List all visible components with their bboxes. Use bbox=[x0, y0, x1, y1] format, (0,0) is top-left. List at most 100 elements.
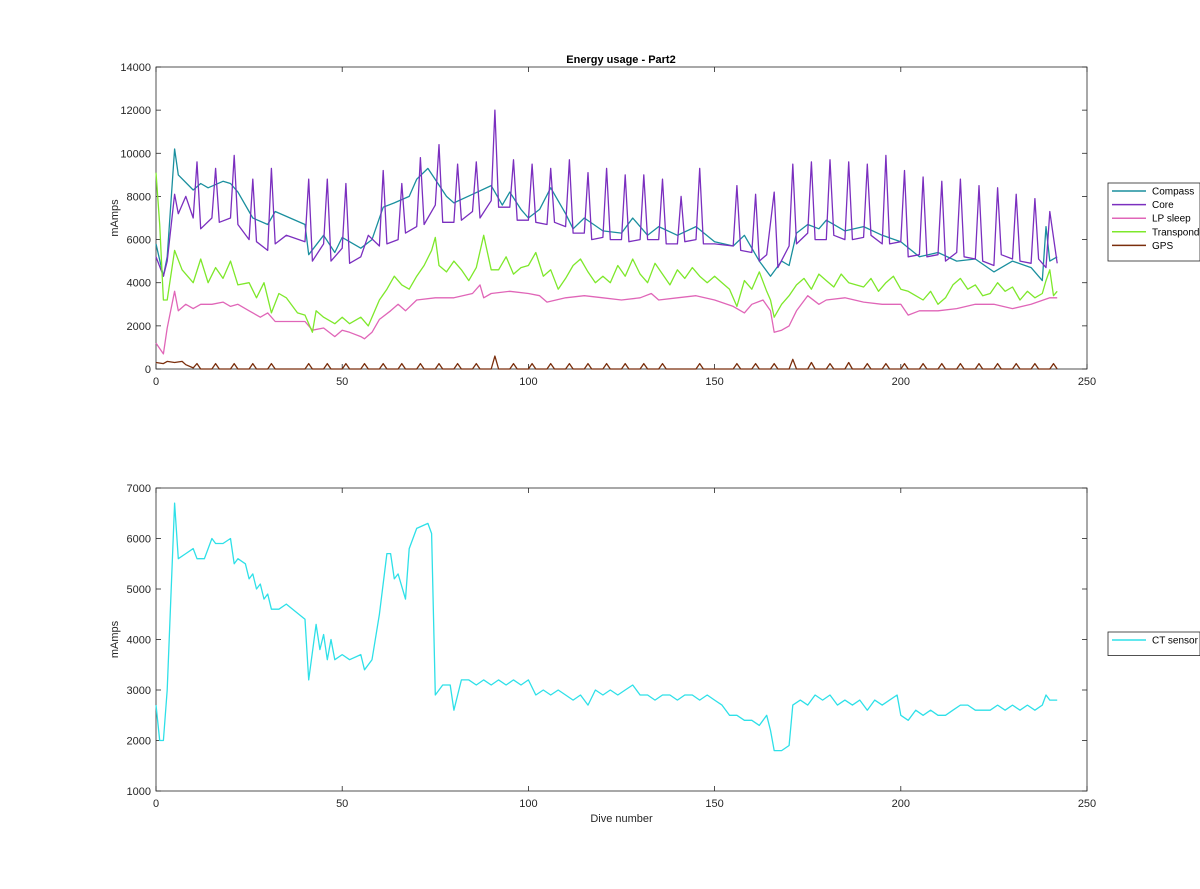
data-point bbox=[163, 740, 164, 741]
data-point bbox=[565, 297, 566, 298]
data-point bbox=[398, 368, 399, 369]
data-point bbox=[528, 293, 529, 294]
data-point bbox=[349, 323, 350, 324]
data-point bbox=[368, 325, 369, 326]
legend-label: Transponder bbox=[1152, 227, 1200, 238]
data-point bbox=[215, 543, 216, 544]
data-point bbox=[271, 363, 272, 364]
x-tick-label: 100 bbox=[519, 798, 537, 810]
data-point bbox=[476, 267, 477, 268]
data-point bbox=[174, 250, 175, 251]
data-point bbox=[398, 239, 399, 240]
data-point bbox=[774, 332, 775, 333]
data-point bbox=[398, 304, 399, 305]
data-point bbox=[774, 363, 775, 364]
data-point bbox=[509, 207, 510, 208]
data-point bbox=[993, 271, 994, 272]
data-point bbox=[472, 368, 473, 369]
data-point bbox=[826, 368, 827, 369]
data-point bbox=[573, 233, 574, 234]
data-point bbox=[867, 710, 868, 711]
data-point bbox=[535, 222, 536, 223]
data-point bbox=[252, 217, 253, 218]
data-point bbox=[997, 187, 998, 188]
data-point bbox=[327, 659, 328, 660]
data-point bbox=[662, 274, 663, 275]
data-point bbox=[334, 252, 335, 253]
data-point bbox=[848, 161, 849, 162]
data-point bbox=[424, 368, 425, 369]
data-point bbox=[937, 254, 938, 255]
data-point bbox=[267, 312, 268, 313]
data-point bbox=[390, 553, 391, 554]
data-point bbox=[729, 715, 730, 716]
y-tick-label: 2000 bbox=[127, 321, 151, 333]
data-point bbox=[669, 694, 670, 695]
data-point bbox=[908, 315, 909, 316]
data-point bbox=[394, 276, 395, 277]
data-point bbox=[1012, 258, 1013, 259]
data-point bbox=[304, 315, 305, 316]
data-point bbox=[606, 168, 607, 169]
data-point bbox=[215, 363, 216, 364]
data-point bbox=[327, 179, 328, 180]
data-point bbox=[278, 609, 279, 610]
data-point bbox=[703, 243, 704, 244]
data-point bbox=[952, 284, 953, 285]
data-point bbox=[360, 368, 361, 369]
data-point bbox=[695, 295, 696, 296]
data-point bbox=[1038, 258, 1039, 259]
data-point bbox=[628, 241, 629, 242]
data-point bbox=[267, 224, 268, 225]
data-point bbox=[647, 282, 648, 283]
data-point bbox=[193, 189, 194, 190]
data-point bbox=[416, 299, 417, 300]
data-point bbox=[330, 639, 331, 640]
data-point bbox=[360, 248, 361, 249]
data-point bbox=[178, 174, 179, 175]
data-point bbox=[565, 278, 566, 279]
y-axis-label: mAmps bbox=[109, 620, 121, 658]
data-point bbox=[476, 363, 477, 364]
x-tick-label: 150 bbox=[705, 376, 723, 388]
data-point bbox=[211, 217, 212, 218]
data-point bbox=[416, 226, 417, 227]
data-point bbox=[885, 155, 886, 156]
data-point bbox=[695, 239, 696, 240]
data-point bbox=[483, 679, 484, 680]
data-point bbox=[666, 243, 667, 244]
data-point bbox=[237, 368, 238, 369]
data-point bbox=[196, 363, 197, 364]
data-point bbox=[647, 239, 648, 240]
data-point bbox=[937, 715, 938, 716]
data-point bbox=[740, 250, 741, 251]
data-point bbox=[625, 689, 626, 690]
data-point bbox=[792, 705, 793, 706]
data-point bbox=[792, 164, 793, 165]
data-point bbox=[416, 368, 417, 369]
data-point bbox=[1001, 254, 1002, 255]
data-point bbox=[926, 368, 927, 369]
data-point bbox=[442, 222, 443, 223]
y-tick-label: 3000 bbox=[127, 685, 151, 697]
data-point bbox=[334, 323, 335, 324]
data-point bbox=[893, 276, 894, 277]
data-point bbox=[308, 679, 309, 680]
data-point bbox=[863, 368, 864, 369]
data-point bbox=[427, 523, 428, 524]
data-point bbox=[155, 362, 156, 363]
data-point bbox=[844, 239, 845, 240]
data-point bbox=[498, 207, 499, 208]
data-point bbox=[208, 282, 209, 283]
data-point bbox=[703, 368, 704, 369]
data-point bbox=[155, 343, 156, 344]
data-point bbox=[714, 299, 715, 300]
data-point bbox=[159, 740, 160, 741]
data-point bbox=[990, 710, 991, 711]
data-point bbox=[617, 265, 618, 266]
data-point bbox=[286, 235, 287, 236]
data-point bbox=[379, 245, 380, 246]
data-point bbox=[509, 291, 510, 292]
data-point bbox=[1045, 267, 1046, 268]
data-point bbox=[770, 310, 771, 311]
